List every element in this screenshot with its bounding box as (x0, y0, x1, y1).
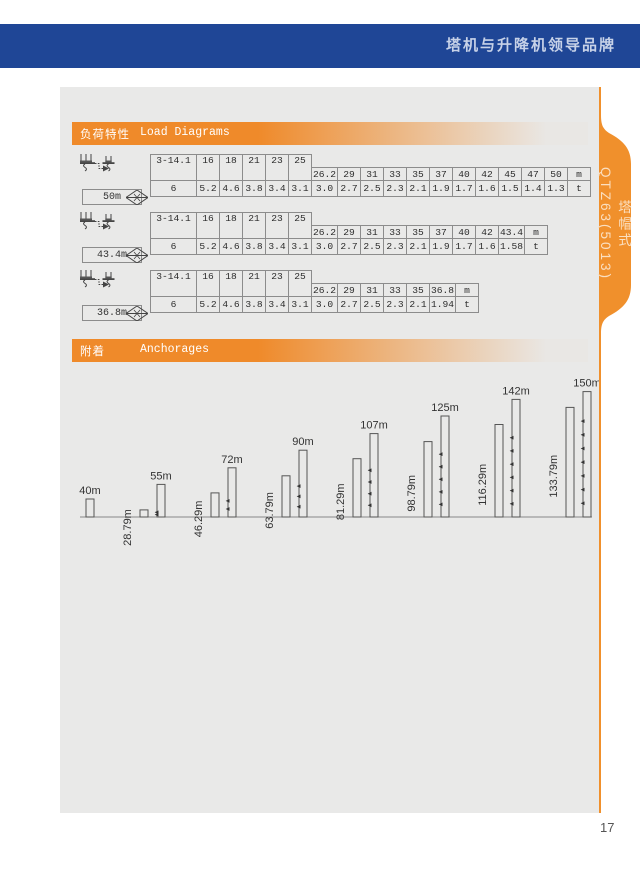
svg-text:40m: 40m (79, 485, 100, 497)
svg-text:142m: 142m (502, 385, 530, 397)
svg-text:46.29m: 46.29m (193, 501, 205, 538)
svg-text:55m: 55m (150, 470, 171, 482)
svg-text:116.29m: 116.29m (477, 464, 489, 506)
svg-text:133.79m: 133.79m (548, 455, 560, 498)
svg-text:90m: 90m (292, 436, 313, 448)
svg-text:63.79m: 63.79m (264, 492, 276, 529)
svg-text:150m: 150m (573, 378, 601, 390)
svg-text:125m: 125m (431, 402, 459, 414)
svg-text:81.29m: 81.29m (335, 483, 347, 520)
svg-text:98.79m: 98.79m (406, 475, 418, 512)
svg-text:107m: 107m (360, 420, 388, 432)
svg-text:72m: 72m (221, 454, 242, 466)
svg-text:28.79m: 28.79m (122, 509, 134, 546)
